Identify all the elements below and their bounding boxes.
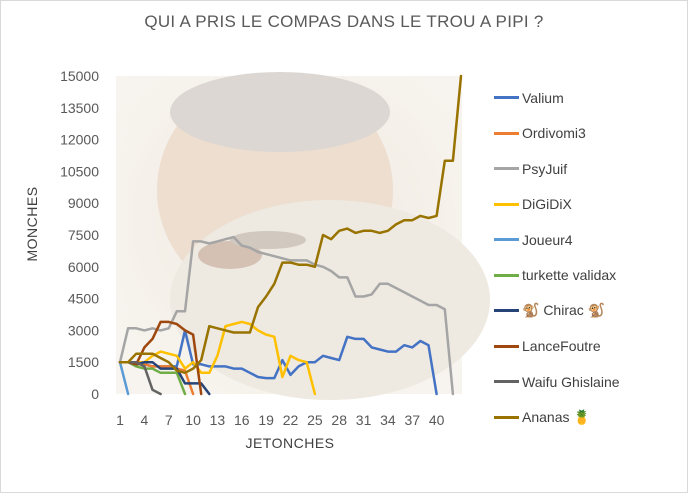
x-tick-label: 4 bbox=[140, 412, 148, 428]
legend-label: PsyJuif bbox=[522, 160, 568, 177]
y-tick-label: 9000 bbox=[68, 195, 99, 211]
x-tick-label: 22 bbox=[283, 412, 299, 428]
legend-item: LanceFoutre bbox=[494, 329, 684, 365]
x-tick-label: 13 bbox=[210, 412, 226, 428]
legend-label: LanceFoutre bbox=[522, 338, 601, 355]
legend-label: Valium bbox=[522, 89, 564, 106]
legend-swatch bbox=[494, 273, 519, 277]
legend-swatch bbox=[494, 309, 519, 313]
legend: Valium Ordivomi3 PsyJuif DiGiDiX Joueur4 turk… bbox=[494, 80, 684, 435]
background-photo bbox=[116, 72, 490, 400]
x-tick-label: 25 bbox=[307, 412, 323, 428]
legend-swatch bbox=[494, 96, 519, 100]
y-tick-label: 6000 bbox=[68, 259, 99, 275]
y-tick-label: 1500 bbox=[68, 354, 99, 370]
series-line-3 bbox=[118, 320, 317, 396]
legend-swatch bbox=[494, 202, 519, 206]
legend-label: Joueur4 bbox=[522, 231, 573, 248]
x-tick-label: 37 bbox=[404, 412, 420, 428]
legend-item: PsyJuif bbox=[494, 151, 684, 187]
y-axis-label: MONCHES bbox=[24, 186, 40, 261]
legend-swatch bbox=[494, 344, 519, 348]
legend-item: Joueur4 bbox=[494, 222, 684, 258]
series-line-9 bbox=[118, 74, 463, 375]
series-lines bbox=[118, 74, 463, 396]
legend-label: Ananas 🍍 bbox=[522, 408, 591, 425]
legend-item: DiGiDiX bbox=[494, 187, 684, 223]
x-axis-ticks: 1 4 7 10 13 16 19 22 25 28 31 34 37 40 bbox=[116, 412, 445, 428]
series-line-2 bbox=[118, 235, 455, 396]
y-tick-label: 7500 bbox=[68, 227, 99, 243]
legend-label: 🐒 Chirac 🐒 bbox=[522, 302, 606, 319]
x-axis-label: JETONCHES bbox=[245, 435, 334, 451]
legend-item: Ordivomi3 bbox=[494, 116, 684, 152]
x-tick-label: 7 bbox=[165, 412, 173, 428]
legend-item: Ananas 🍍 bbox=[494, 400, 684, 436]
legend-item: turkette validax bbox=[494, 258, 684, 294]
y-axis-ticks: 0 1500 3000 4500 6000 7500 9000 10500 12000 13500… bbox=[60, 68, 99, 402]
legend-label: Waifu Ghislaine bbox=[522, 373, 620, 390]
legend-label: DiGiDiX bbox=[522, 196, 572, 213]
chart-title: QUI A PRIS LE COMPAS DANS LE TROU A PIPI… bbox=[144, 12, 544, 31]
legend-item: Valium bbox=[494, 80, 684, 116]
legend-swatch bbox=[494, 380, 519, 384]
series-line-4 bbox=[118, 360, 130, 396]
y-tick-label: 10500 bbox=[60, 163, 99, 179]
series-line-7 bbox=[118, 320, 203, 396]
y-axis-title: MONCHES bbox=[24, 186, 40, 261]
legend-label: Ordivomi3 bbox=[522, 125, 586, 142]
y-tick-label: 13500 bbox=[60, 100, 99, 116]
legend-swatch bbox=[494, 238, 519, 242]
y-tick-label: 4500 bbox=[68, 291, 99, 307]
x-tick-label: 1 bbox=[116, 412, 124, 428]
x-tick-label: 31 bbox=[356, 412, 372, 428]
legend-label: turkette validax bbox=[522, 267, 617, 284]
y-tick-label: 15000 bbox=[60, 68, 99, 84]
x-tick-label: 40 bbox=[429, 412, 445, 428]
y-tick-label: 3000 bbox=[68, 322, 99, 338]
y-tick-label: 12000 bbox=[60, 132, 99, 148]
y-tick-label: 0 bbox=[91, 386, 99, 402]
legend-swatch bbox=[494, 131, 519, 135]
legend-swatch bbox=[494, 167, 519, 171]
legend-item: 🐒 Chirac 🐒 bbox=[494, 293, 684, 329]
x-tick-label: 16 bbox=[234, 412, 250, 428]
legend-item: Waifu Ghislaine bbox=[494, 364, 684, 400]
x-tick-label: 19 bbox=[258, 412, 274, 428]
x-tick-label: 10 bbox=[185, 412, 201, 428]
x-tick-label: 34 bbox=[380, 412, 396, 428]
legend-swatch bbox=[494, 415, 519, 419]
x-tick-label: 28 bbox=[331, 412, 347, 428]
